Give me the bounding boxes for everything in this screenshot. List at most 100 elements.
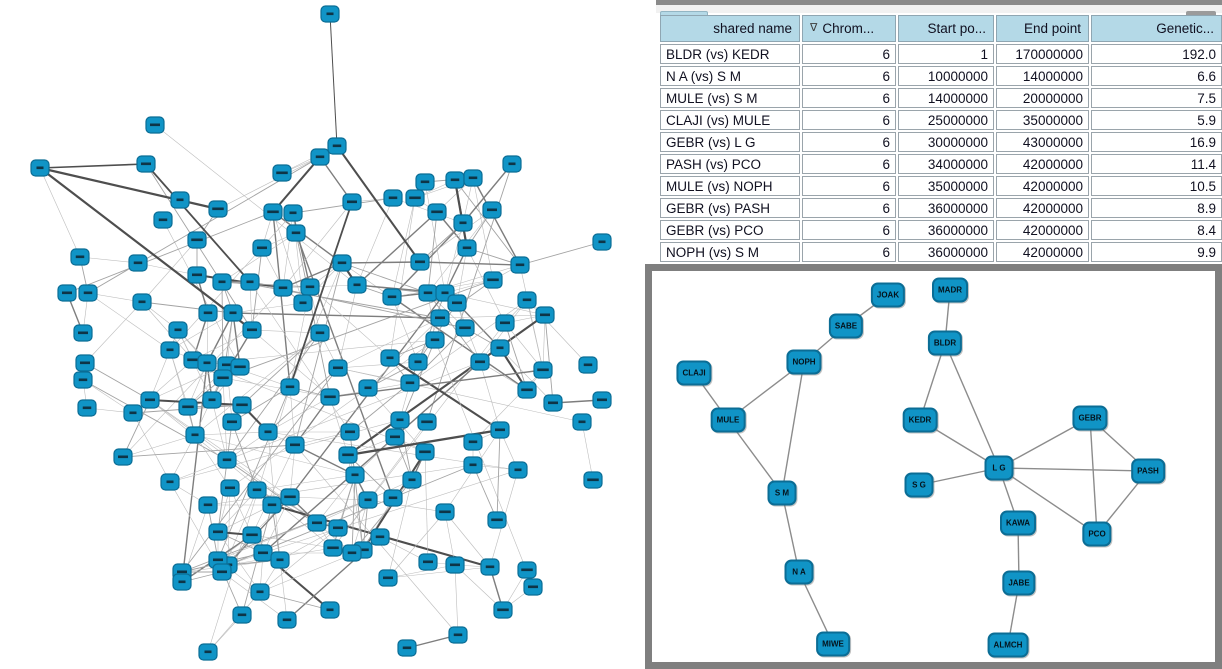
network-node-mule[interactable]: MULE (710, 407, 746, 433)
network-node-bldr[interactable]: BLDR (927, 330, 963, 356)
table-row[interactable]: GEBR (vs) PCO 6 36000000 42000000 8.4 (660, 220, 1222, 240)
table-cell[interactable]: NOPH (vs) S M (660, 242, 800, 262)
table-row[interactable]: MULE (vs) S M 6 14000000 20000000 7.5 (660, 88, 1222, 108)
overview-network-canvas[interactable] (0, 0, 660, 669)
table-cell[interactable]: 36000000 (898, 198, 994, 218)
network-node-s-g[interactable]: S G (904, 472, 934, 498)
table-cell[interactable]: 36000000 (898, 220, 994, 240)
table-cell[interactable]: 6 (802, 176, 896, 196)
network-edge (226, 332, 321, 461)
column-header-3[interactable]: End point (996, 15, 1089, 42)
network-edge[interactable] (944, 342, 1000, 469)
network-edge[interactable] (998, 467, 1149, 472)
network-node-noph[interactable]: NOPH (786, 349, 822, 375)
table-cell[interactable]: N A (vs) S M (660, 66, 800, 86)
table-row[interactable]: MULE (vs) NOPH 6 35000000 42000000 10.5 (660, 176, 1222, 196)
table-cell[interactable]: 42000000 (996, 198, 1089, 218)
table-cell[interactable]: 170000000 (996, 44, 1089, 64)
table-cell[interactable]: 6.6 (1091, 66, 1222, 86)
subnetwork-canvas[interactable]: JOAK SABE MADR BLDR NOPH CLAJI MULE KEDR GEBR L G… (652, 271, 1215, 662)
table-cell[interactable]: PASH (vs) PCO (660, 154, 800, 174)
network-node-sabe[interactable]: SABE (828, 313, 864, 339)
network-node-miwe[interactable]: MIWE (816, 631, 850, 657)
table-cell[interactable]: 14000000 (898, 88, 994, 108)
table-cell[interactable]: 8.9 (1091, 198, 1222, 218)
network-edge[interactable] (1089, 417, 1098, 535)
network-node-l-g[interactable]: L G (984, 455, 1014, 481)
table-cell[interactable]: 6 (802, 242, 896, 262)
table-cell[interactable]: 42000000 (996, 220, 1089, 240)
filter-icon[interactable]: ∇ (810, 22, 818, 34)
table-cell[interactable]: 14000000 (996, 66, 1089, 86)
table-cell[interactable]: 5.9 (1091, 110, 1222, 130)
table-cell[interactable]: MULE (vs) S M (660, 88, 800, 108)
table-cell[interactable]: CLAJI (vs) MULE (660, 110, 800, 130)
network-node-madr[interactable]: MADR (932, 277, 968, 303)
table-cell[interactable]: 6 (802, 88, 896, 108)
table-cell[interactable]: GEBR (vs) PASH (660, 198, 800, 218)
table-row[interactable]: PASH (vs) PCO 6 34000000 42000000 11.4 (660, 154, 1222, 174)
table-cell[interactable]: 25000000 (898, 110, 994, 130)
table-cell[interactable]: 10.5 (1091, 176, 1222, 196)
table-row[interactable]: CLAJI (vs) MULE 6 25000000 35000000 5.9 (660, 110, 1222, 130)
table-cell[interactable]: 8.4 (1091, 220, 1222, 240)
table-cell[interactable]: 30000000 (898, 132, 994, 152)
network-node-pco[interactable]: PCO (1082, 521, 1112, 547)
network-edge[interactable] (781, 492, 800, 573)
network-node-pash[interactable]: PASH (1131, 458, 1165, 484)
column-header-0[interactable]: shared name (660, 15, 800, 42)
table-row[interactable]: N A (vs) S M 6 10000000 14000000 6.6 (660, 66, 1222, 86)
table-cell[interactable]: 192.0 (1091, 44, 1222, 64)
network-node-gebr[interactable]: GEBR (1072, 405, 1108, 431)
table-cell[interactable]: 34000000 (898, 154, 994, 174)
network-edge[interactable] (998, 467, 1098, 535)
table-cell[interactable]: MULE (vs) NOPH (660, 176, 800, 196)
table-row[interactable]: GEBR (vs) PASH 6 36000000 42000000 8.9 (660, 198, 1222, 218)
network-edge (169, 312, 234, 351)
network-node-kedr[interactable]: KEDR (902, 407, 938, 433)
table-cell[interactable]: 6 (802, 198, 896, 218)
table-cell[interactable]: 6 (802, 132, 896, 152)
table-cell[interactable]: BLDR (vs) KEDR (660, 44, 800, 64)
table-cell[interactable]: 6 (802, 220, 896, 240)
column-header-2[interactable]: Start po... (898, 15, 994, 42)
table-cell[interactable]: 36000000 (898, 242, 994, 262)
network-node-n-a[interactable]: N A (784, 559, 814, 585)
table-cell[interactable]: 42000000 (996, 242, 1089, 262)
table-cell[interactable]: 1 (898, 44, 994, 64)
network-edge[interactable] (919, 342, 946, 421)
network-edge (289, 496, 369, 501)
column-header-4[interactable]: Genetic... (1091, 15, 1222, 42)
network-node-jabe[interactable]: JABE (1002, 570, 1036, 596)
table-cell[interactable]: 6 (802, 110, 896, 130)
table-cell[interactable]: 6 (802, 66, 896, 86)
overview-network-panel[interactable] (0, 0, 660, 669)
table-cell[interactable]: 11.4 (1091, 154, 1222, 174)
network-node-kawa[interactable]: KAWA (1000, 510, 1036, 536)
table-cell[interactable]: 9.9 (1091, 242, 1222, 262)
table-row[interactable]: GEBR (vs) L G 6 30000000 43000000 16.9 (660, 132, 1222, 152)
network-node-s-m[interactable]: S M (767, 480, 797, 506)
table-cell[interactable]: 43000000 (996, 132, 1089, 152)
table-row[interactable]: BLDR (vs) KEDR 6 1 170000000 192.0 (660, 44, 1222, 64)
table-cell[interactable]: 6 (802, 154, 896, 174)
table-cell[interactable]: 16.9 (1091, 132, 1222, 152)
network-edge[interactable] (781, 361, 805, 494)
column-header-1[interactable]: ∇ Chrom... (802, 15, 896, 42)
network-node-claji[interactable]: CLAJI (676, 360, 712, 386)
table-cell[interactable]: GEBR (vs) PCO (660, 220, 800, 240)
table-cell[interactable]: 10000000 (898, 66, 994, 86)
table-top-scrollbar[interactable] (656, 0, 1222, 19)
table-row[interactable]: NOPH (vs) S M 6 36000000 42000000 9.9 (660, 242, 1222, 262)
network-node-almch[interactable]: ALMCH (987, 632, 1029, 658)
table-cell[interactable]: 42000000 (996, 176, 1089, 196)
table-cell[interactable]: GEBR (vs) L G (660, 132, 800, 152)
scrollbar-thumb-right[interactable] (1186, 11, 1216, 17)
table-cell[interactable]: 35000000 (898, 176, 994, 196)
table-cell[interactable]: 6 (802, 44, 896, 64)
table-cell[interactable]: 42000000 (996, 154, 1089, 174)
table-cell[interactable]: 35000000 (996, 110, 1089, 130)
table-cell[interactable]: 20000000 (996, 88, 1089, 108)
network-node-joak[interactable]: JOAK (870, 282, 906, 308)
table-cell[interactable]: 7.5 (1091, 88, 1222, 108)
